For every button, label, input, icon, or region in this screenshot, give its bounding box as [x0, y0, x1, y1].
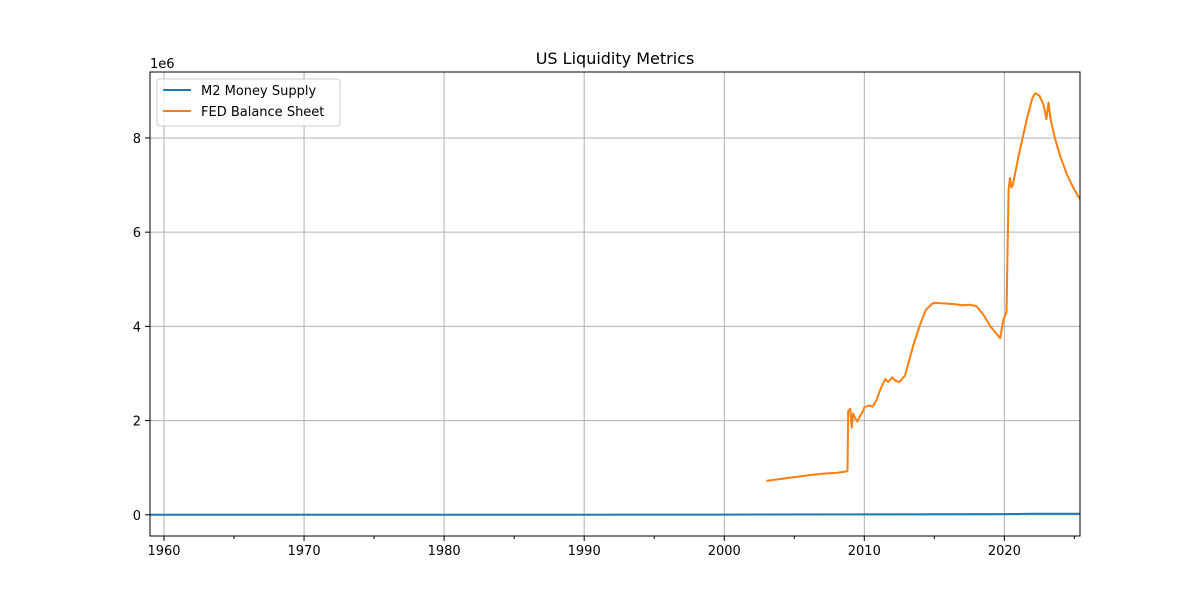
- y-tick-label: 2: [133, 415, 141, 430]
- x-axis: 1960 1970 1980 1990 2000 2010 2020: [147, 536, 1075, 559]
- x-tick-label: 1980: [428, 544, 461, 559]
- x-tick-label: 2010: [848, 544, 881, 559]
- legend: M2 Money Supply FED Balance Sheet: [156, 78, 341, 127]
- y-axis: 0 2 4 6 8: [133, 132, 150, 524]
- series-line-1: [766, 92, 1081, 482]
- x-tick-label: 2020: [988, 544, 1021, 559]
- y-tick-label: 8: [133, 132, 141, 147]
- legend-box: [156, 78, 341, 127]
- series-line-0: [150, 512, 1080, 516]
- plot-frame: [149, 71, 1081, 537]
- chart-title: US Liquidity Metrics: [536, 49, 695, 68]
- series-lines: [150, 92, 1081, 516]
- x-tick-label: 1990: [568, 544, 601, 559]
- y-tick-label: 6: [133, 226, 141, 241]
- x-tick-label: 2000: [708, 544, 741, 559]
- y-tick-label: 4: [133, 320, 141, 335]
- y-offset-label: 1e6: [150, 57, 175, 72]
- x-tick-label: 1970: [288, 544, 321, 559]
- legend-label-fed: FED Balance Sheet: [201, 105, 324, 120]
- y-tick-label: 0: [133, 509, 141, 524]
- x-tick-label: 1960: [147, 544, 180, 559]
- legend-label-m2: M2 Money Supply: [201, 84, 316, 99]
